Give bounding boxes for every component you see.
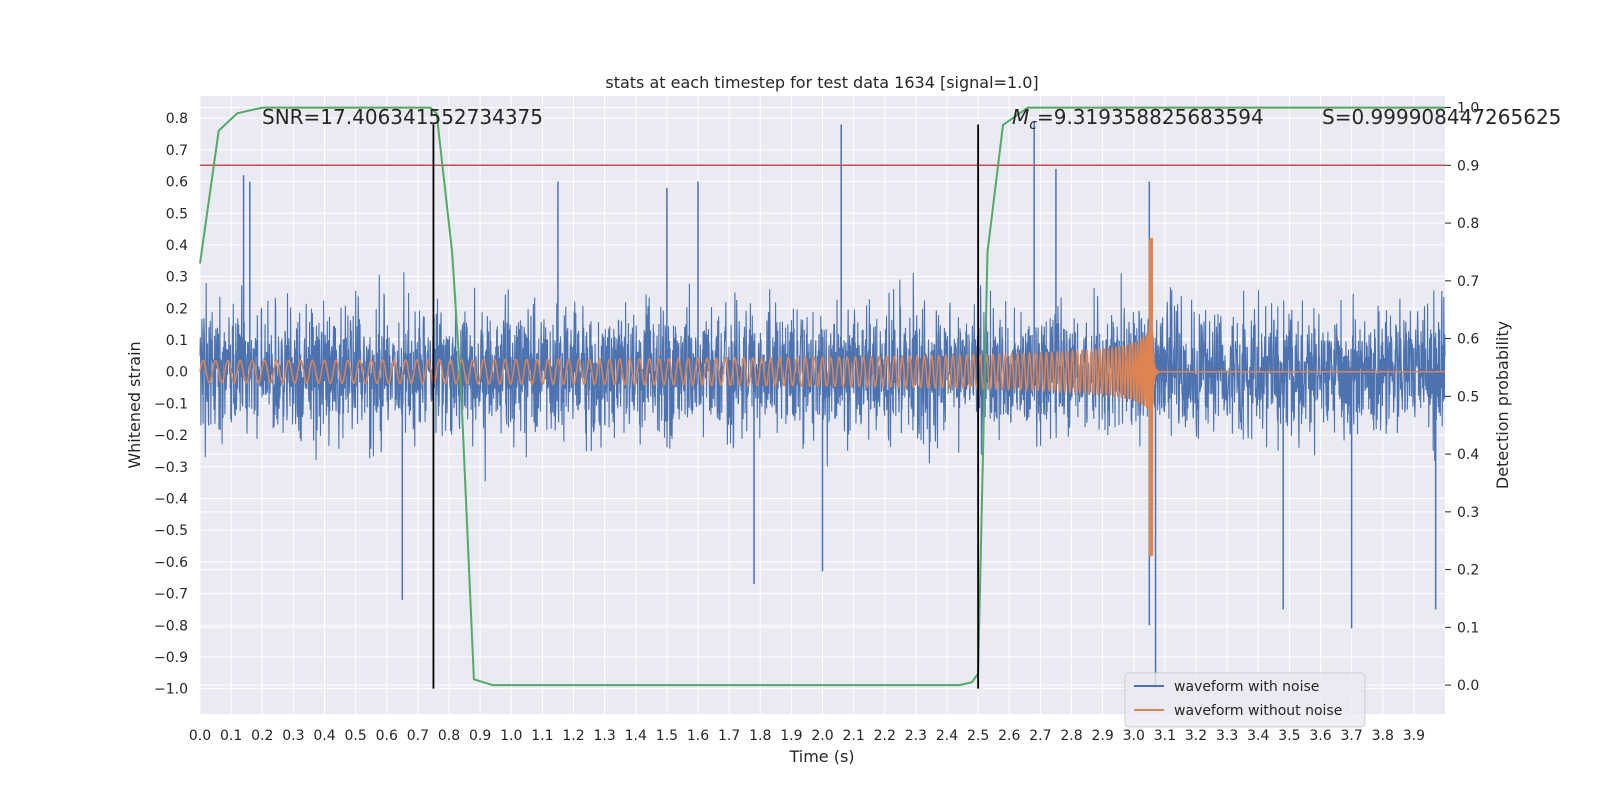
y-left-tick-label: −0.5 [154,523,188,539]
y-right-tick-label: 0.5 [1457,389,1479,405]
x-tick-label: 1.3 [593,728,615,744]
x-tick-label: 0.7 [407,728,429,744]
y-left-tick-label: −0.8 [154,618,188,634]
y-right-tick-label: 0.0 [1457,678,1479,694]
y-right-tick-label: 0.8 [1457,216,1479,232]
x-tick-label: 3.7 [1340,728,1362,744]
x-tick-label: 1.4 [625,728,647,744]
y-left-tick-label: 0.4 [166,238,188,254]
y-left-tick-label: 0.5 [166,206,188,222]
x-tick-label: 1.2 [562,728,584,744]
s-annotation: S=0.999908447265625 [1322,105,1561,129]
y-left-tick-label: −0.6 [154,555,188,571]
y-right-tick-label: 0.2 [1457,563,1479,579]
x-tick-label: 2.5 [967,728,989,744]
x-tick-label: 2.1 [842,728,864,744]
x-tick-label: 3.2 [1185,728,1207,744]
y-left-tick-label: −0.1 [154,396,188,412]
y-left-tick-label: −0.2 [154,428,188,444]
noise-waveform-line [199,272,1446,482]
y-right-tick-label: 0.1 [1457,620,1479,636]
y-left-tick-label: 0.0 [166,365,188,381]
y-right-tick-label: 1.0 [1457,101,1479,117]
y-left-tick-label: 0.7 [166,143,188,159]
snr-annotation: SNR=17.406341552734375 [262,105,543,129]
y-right-tick-label: 0.9 [1457,158,1479,174]
x-tick-label: 3.4 [1247,728,1269,744]
x-tick-label: 3.9 [1403,728,1425,744]
mc-symbol: M [1012,105,1029,129]
ticks: 0.0 0.1 0.2 0.3 0.4 0.5 0.6 0.7 0.8 0.9 1.0 1.1 1.2 1… [154,101,1479,744]
detection-probability-line [199,106,1445,687]
clean-series [199,237,1445,557]
x-tick-label: 0.1 [220,728,242,744]
x-tick-label: 1.7 [718,728,740,744]
x-tick-label: 0.8 [438,728,460,744]
x-tick-label: 1.0 [500,728,522,744]
chirp-mass-annotation: Mc=9.319358825683594 [1012,105,1264,133]
x-tick-label: 0.4 [313,728,335,744]
x-tick-label: 2.9 [1091,728,1113,744]
x-tick-label: 2.2 [874,728,896,744]
y-left-tick-label: 0.6 [166,175,188,191]
x-tick-label: 1.6 [687,728,709,744]
x-tick-label: 1.8 [749,728,771,744]
y-left-tick-label: −0.4 [154,491,188,507]
clean-waveform-line [199,237,1445,557]
y-right-tick-label: 0.4 [1457,447,1479,463]
x-tick-label: 0.2 [251,728,273,744]
x-tick-label: 3.8 [1372,728,1394,744]
legend-label-noise: waveform with noise [1174,679,1319,695]
x-tick-label: 0.6 [376,728,398,744]
chart-title: stats at each timestep for test data 163… [605,73,1038,92]
legend-label-clean: waveform without noise [1174,703,1342,719]
y-left-tick-label: −0.3 [154,460,188,476]
y-right-tick-label: 0.7 [1457,274,1479,290]
x-tick-label: 1.5 [656,728,678,744]
x-tick-label: 1.9 [780,728,802,744]
mc-value: =9.319358825683594 [1037,105,1264,129]
y-left-tick-label: −0.9 [154,650,188,666]
x-tick-label: 0.9 [469,728,491,744]
x-tick-label: 2.3 [905,728,927,744]
x-tick-label: 0.5 [344,728,366,744]
x-tick-label: 1.1 [531,728,553,744]
y-right-tick-label: 0.3 [1457,505,1479,521]
x-tick-label: 3.6 [1309,728,1331,744]
x-tick-label: 3.1 [1154,728,1176,744]
x-tick-label: 2.7 [1029,728,1051,744]
x-tick-label: 0.3 [282,728,304,744]
x-tick-label: 3.0 [1123,728,1145,744]
y-left-tick-label: 0.8 [166,111,188,127]
x-tick-label: 3.3 [1216,728,1238,744]
x-tick-label: 2.8 [1060,728,1082,744]
y-left-tick-label: 0.1 [166,333,188,349]
x-tick-label: 2.6 [998,728,1020,744]
x-axis-label: Time (s) [788,747,854,766]
y-left-tick-label: 0.3 [166,270,188,286]
mc-subscript: c [1029,117,1037,133]
legend-box [1124,672,1366,728]
y-axis-label-right: Detection probability [1493,321,1512,489]
y-left-tick-label: −1.0 [154,682,188,698]
y-left-tick-label: 0.2 [166,301,188,317]
x-tick-label: 2.0 [811,728,833,744]
x-tick-label: 0.0 [189,728,211,744]
y-left-tick-label: −0.7 [154,587,188,603]
x-tick-label: 2.4 [936,728,958,744]
y-right-tick-label: 0.6 [1457,332,1479,348]
legend: waveform with noise waveform without noi… [1124,672,1366,728]
x-tick-label: 3.5 [1278,728,1300,744]
overlay [199,106,1445,689]
y-axis-label-left: Whitened strain [125,341,144,468]
